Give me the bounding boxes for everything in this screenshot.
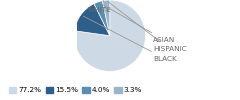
Wedge shape: [74, 0, 145, 71]
Wedge shape: [74, 4, 110, 36]
Text: WHITE: WHITE: [88, 0, 111, 13]
Text: ASIAN: ASIAN: [101, 3, 175, 43]
Wedge shape: [94, 1, 110, 36]
Legend: 77.2%, 15.5%, 4.0%, 3.3%: 77.2%, 15.5%, 4.0%, 3.3%: [6, 84, 145, 96]
Wedge shape: [102, 0, 110, 36]
Text: HISPANIC: HISPANIC: [108, 2, 187, 52]
Text: BLACK: BLACK: [83, 16, 177, 62]
